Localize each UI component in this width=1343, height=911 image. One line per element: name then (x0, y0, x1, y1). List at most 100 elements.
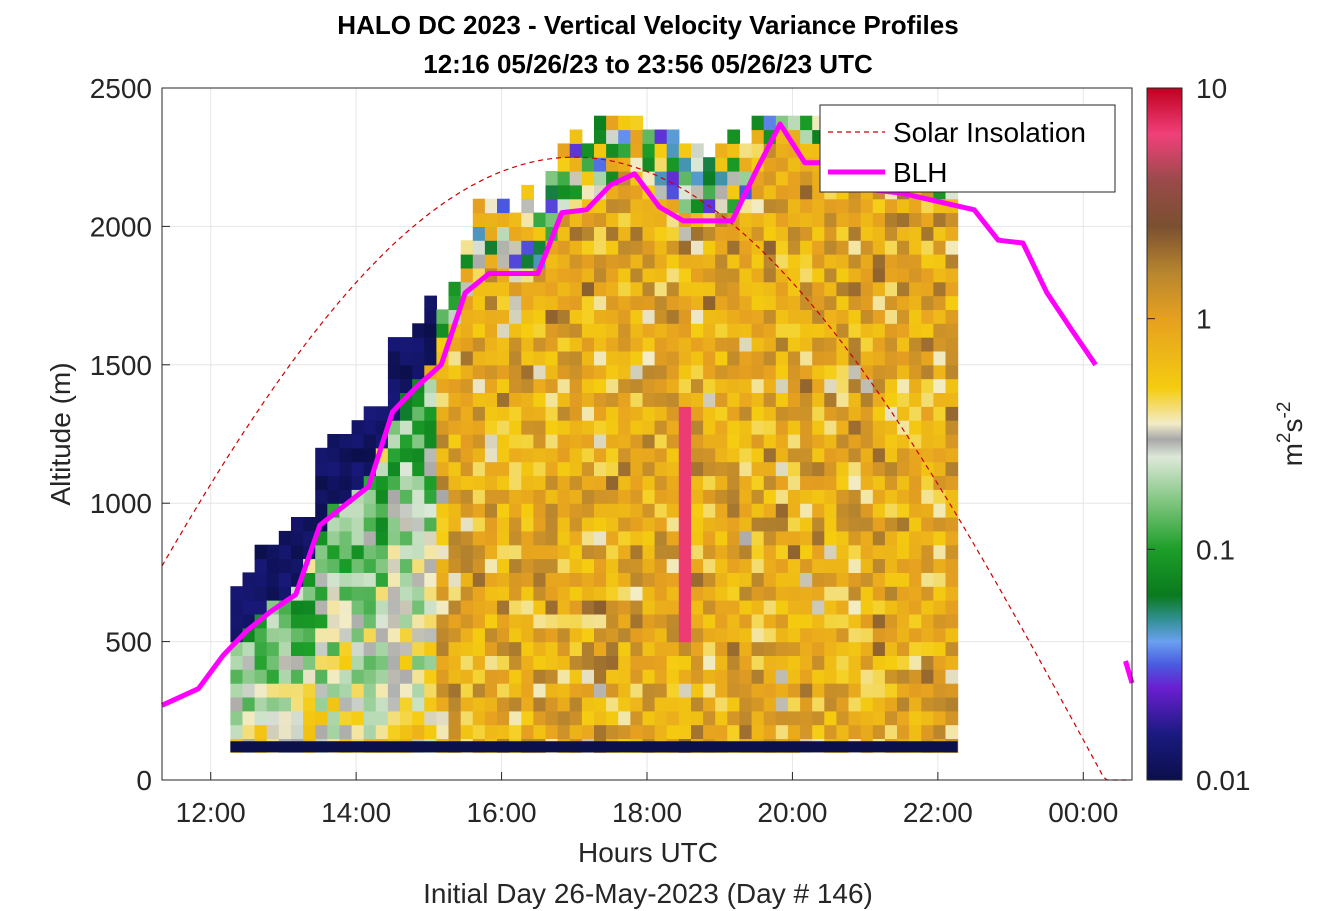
heatmap-cell (460, 724, 474, 739)
heatmap-cell (812, 392, 825, 407)
heatmap-cell (775, 364, 789, 380)
heatmap-cell (933, 683, 947, 698)
heatmap-cell (642, 600, 656, 615)
heatmap-cell (557, 572, 571, 587)
heatmap-cell (242, 710, 256, 726)
heatmap-cell (497, 503, 510, 518)
heatmap-cell (291, 669, 304, 684)
heatmap-cell (618, 600, 631, 615)
heatmap-cell (315, 503, 328, 518)
heatmap-cell (921, 600, 934, 615)
heatmap-cell (642, 364, 656, 380)
heatmap-cell (691, 530, 704, 546)
heatmap-cell (775, 184, 789, 200)
heatmap-cell (424, 544, 437, 560)
heatmap-cell (581, 254, 595, 269)
heatmap-cell (448, 572, 462, 587)
heatmap-cell (254, 544, 268, 560)
heatmap-cell (666, 572, 680, 587)
heatmap-cell (291, 697, 304, 712)
heatmap-cell (836, 447, 850, 463)
heatmap-cell (509, 600, 522, 615)
heatmap-cell (678, 613, 692, 629)
heatmap-cell (763, 613, 777, 629)
chart-title: HALO DC 2023 - Vertical Velocity Varianc… (337, 10, 958, 40)
heatmap-cell (921, 558, 934, 573)
heatmap-cell (884, 323, 898, 338)
heatmap-cell (460, 364, 474, 380)
heatmap-cell (606, 683, 619, 698)
heatmap-cell (933, 267, 947, 283)
heatmap-cell (763, 669, 777, 684)
heatmap-cell (630, 157, 644, 172)
heatmap-cell (727, 337, 740, 352)
heatmap-cell (594, 240, 607, 255)
heatmap-cell (363, 447, 377, 463)
heatmap-cell (545, 489, 559, 504)
heatmap-cell (533, 697, 547, 712)
heatmap-cell (533, 364, 547, 380)
heatmap-cell (812, 641, 825, 656)
heatmap-cell (800, 226, 813, 241)
heatmap-cell (630, 295, 644, 310)
heatmap-cell (691, 572, 704, 587)
heatmap-cell (400, 530, 413, 546)
heatmap-cell (848, 392, 862, 407)
heatmap-cell (460, 586, 474, 601)
heatmap-cell (836, 544, 850, 560)
heatmap-cell (727, 572, 740, 587)
heatmap-cell (436, 392, 450, 407)
heatmap-cell (618, 475, 631, 490)
heatmap-cell (497, 572, 510, 587)
heatmap-cell (703, 517, 716, 532)
heatmap-cell (594, 710, 607, 726)
heatmap-cell (848, 669, 862, 684)
heatmap-cell (860, 434, 874, 449)
heatmap-cell (375, 517, 389, 532)
heatmap-cell (630, 461, 644, 477)
heatmap-cell (787, 351, 801, 366)
heatmap-cell (448, 613, 462, 629)
heatmap-cell (654, 655, 668, 670)
heatmap-cell (800, 530, 813, 546)
heatmap-cell (291, 655, 304, 670)
heatmap-cell (363, 517, 377, 532)
heatmap-cell (909, 517, 922, 532)
heatmap-cell (400, 697, 413, 712)
heatmap-cell (545, 267, 559, 283)
heatmap-cell (533, 724, 547, 739)
heatmap-cell (703, 406, 716, 421)
heatmap-cell (472, 489, 486, 504)
heatmap-cell (800, 267, 813, 283)
heatmap-cell (400, 351, 413, 366)
heatmap-cell (606, 517, 619, 532)
heatmap-cell (509, 406, 522, 421)
heatmap-cell (400, 434, 413, 449)
heatmap-cell (254, 669, 268, 684)
heatmap-cell (448, 655, 462, 670)
heatmap-cell (545, 669, 559, 684)
heatmap-cell (363, 655, 377, 670)
heatmap-cell (848, 697, 862, 712)
heatmap-cell (763, 171, 777, 186)
heatmap-cell (509, 323, 522, 338)
heatmap-cell (654, 406, 668, 421)
heatmap-cell (800, 641, 813, 656)
heatmap-cell (594, 475, 607, 490)
heatmap-cell (727, 641, 740, 656)
heatmap-cell (375, 503, 389, 518)
heatmap-cell (557, 364, 571, 380)
heatmap-cell (763, 295, 777, 310)
heatmap-cell (921, 351, 934, 366)
heatmap-cell (945, 323, 959, 338)
heatmap-cell (691, 406, 704, 421)
heatmap-cell (824, 295, 837, 310)
heatmap-cell (751, 323, 765, 338)
heatmap-cell (630, 627, 644, 643)
heatmap-cell (812, 489, 825, 504)
heatmap-cell (860, 627, 874, 643)
heatmap-cell (897, 434, 910, 449)
heatmap-cell (836, 489, 850, 504)
heatmap-cell (642, 309, 656, 324)
heatmap-cell (569, 267, 583, 283)
